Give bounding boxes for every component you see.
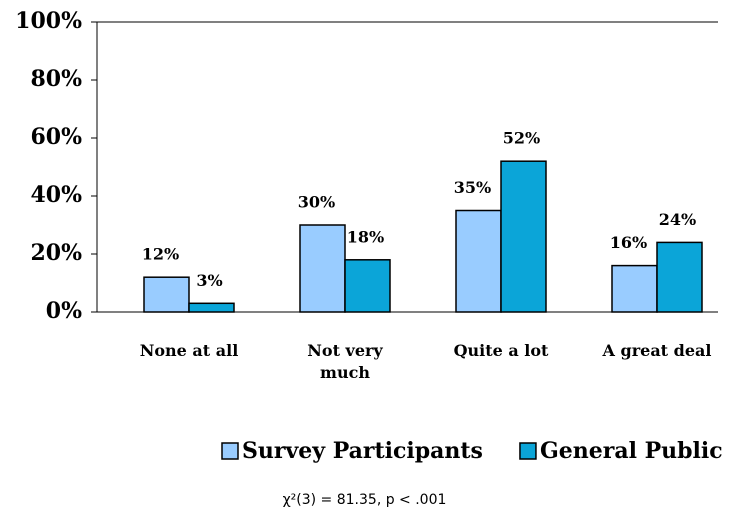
- legend-label: General Public: [540, 438, 723, 464]
- legend-swatch: [519, 442, 537, 460]
- x-tick-label: None at all: [139, 341, 239, 360]
- data-label: 3%: [196, 271, 222, 290]
- data-label: 52%: [503, 129, 540, 148]
- data-label: 24%: [659, 210, 696, 229]
- y-tick-label: 100%: [15, 8, 82, 34]
- legend-label: Survey Participants: [242, 438, 483, 464]
- x-tick-label: A great deal: [602, 341, 712, 360]
- data-label: 30%: [298, 193, 335, 212]
- y-tick-label: 60%: [30, 124, 82, 150]
- y-tick-label: 20%: [30, 240, 82, 266]
- bar: [188, 302, 235, 313]
- x-tick-label: Quite a lot: [453, 341, 549, 360]
- bar: [299, 224, 346, 313]
- y-tick-label: 0%: [46, 298, 82, 324]
- bar: [656, 241, 703, 313]
- bar: [500, 160, 547, 313]
- data-label: 12%: [142, 245, 179, 264]
- y-tick-label: 80%: [30, 66, 82, 92]
- bar: [455, 209, 502, 313]
- bar: [143, 276, 190, 313]
- footnote: χ²(3) = 81.35, p < .001: [282, 492, 447, 508]
- bar: [611, 264, 658, 313]
- x-tick-label: Not very much: [307, 341, 383, 382]
- data-label: 35%: [454, 178, 491, 197]
- bar: [344, 259, 391, 313]
- data-label: 18%: [347, 227, 384, 246]
- data-label: 16%: [610, 233, 647, 252]
- legend-swatch: [221, 442, 239, 460]
- y-tick-label: 40%: [30, 182, 82, 208]
